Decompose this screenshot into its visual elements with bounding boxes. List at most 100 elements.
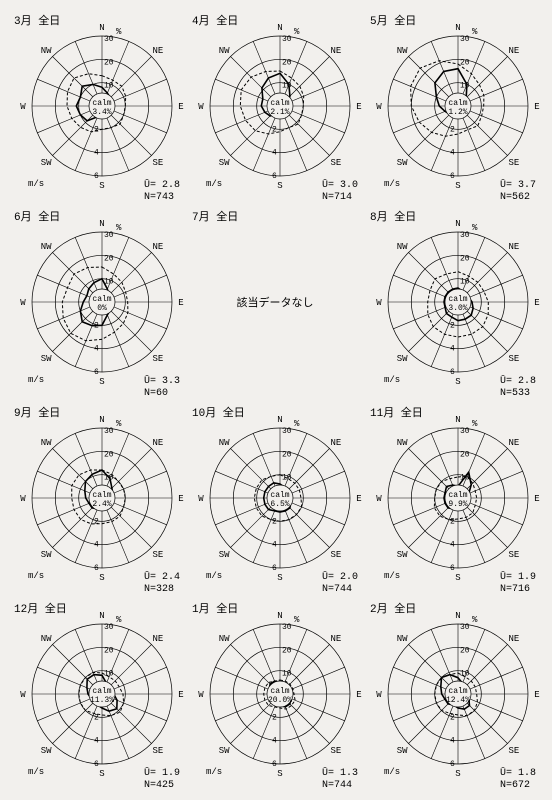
svg-text:4: 4 <box>272 541 277 550</box>
calm-value: 6.5% <box>270 500 289 509</box>
calm-value: 12.4% <box>446 696 470 705</box>
svg-text:S: S <box>277 181 282 190</box>
chart-cell: 9月 全日246102030NNEESESSWWNW%m/scalm2.4%Ū=… <box>8 400 186 596</box>
chart-cell: 12月 全日246102030NNEESESSWWNW%m/scalm11.3%… <box>8 596 186 792</box>
mean-speed-label: Ū= 2.8 <box>144 180 180 192</box>
svg-text:SE: SE <box>508 746 519 756</box>
chart-stats: Ū= 2.8N=533 <box>500 376 536 400</box>
svg-text:N: N <box>99 611 104 621</box>
svg-text:30: 30 <box>460 35 470 44</box>
svg-text:4: 4 <box>272 149 277 158</box>
svg-text:NE: NE <box>508 438 519 448</box>
svg-text:10: 10 <box>460 670 470 679</box>
svg-text:calm: calm <box>448 99 467 108</box>
windrose-plot: 246102030NNEESESSWWNW%m/scalm2.4% <box>18 414 186 582</box>
svg-text:NE: NE <box>330 634 341 644</box>
chart-cell: 11月 全日246102030NNEESESSWWNW%m/scalm9.9%Ū… <box>364 400 542 596</box>
chart-stats: Ū= 1.9N=425 <box>144 768 180 792</box>
svg-text:N: N <box>455 23 460 33</box>
windrose-plot: 246102030NNEESESSWWNW%m/scalm12.4% <box>374 610 542 778</box>
svg-text:calm: calm <box>270 491 289 500</box>
svg-text:W: W <box>20 298 26 308</box>
svg-text:30: 30 <box>104 231 114 240</box>
windrose-plot: 246102030NNEESESSWWNW%m/scalm20.0% <box>196 610 364 778</box>
svg-text:SW: SW <box>397 354 408 364</box>
svg-text:4: 4 <box>450 345 455 354</box>
windrose-plot: 246102030NNEESESSWWNW%m/scalm2.1% <box>196 22 364 190</box>
svg-text:20: 20 <box>460 58 470 67</box>
svg-text:4: 4 <box>94 345 99 354</box>
svg-text:NW: NW <box>397 438 408 448</box>
svg-text:10: 10 <box>104 82 114 91</box>
chart-cell: 6月 全日246102030NNEESESSWWNW%m/scalm0%Ū= 3… <box>8 204 186 400</box>
svg-text:W: W <box>376 690 382 700</box>
svg-text:E: E <box>178 298 183 308</box>
svg-text:30: 30 <box>282 427 292 436</box>
svg-text:30: 30 <box>460 427 470 436</box>
chart-cell: 7月 全日該当データなし <box>186 204 364 400</box>
svg-text:30: 30 <box>282 35 292 44</box>
svg-text:N: N <box>277 23 282 33</box>
svg-text:m/s: m/s <box>28 375 44 385</box>
svg-text:NW: NW <box>41 46 52 56</box>
svg-text:30: 30 <box>104 623 114 632</box>
svg-text:SE: SE <box>330 746 341 756</box>
svg-text:20: 20 <box>460 450 470 459</box>
svg-text:20: 20 <box>282 450 292 459</box>
svg-text:10: 10 <box>460 82 470 91</box>
svg-text:calm: calm <box>270 687 289 696</box>
chart-stats: Ū= 2.0N=744 <box>322 572 358 596</box>
svg-text:S: S <box>99 377 104 386</box>
svg-text:NE: NE <box>330 46 341 56</box>
no-data-label: 該当データなし <box>186 204 364 400</box>
svg-text:SE: SE <box>508 550 519 560</box>
svg-text:6: 6 <box>272 564 277 573</box>
svg-text:E: E <box>178 102 183 112</box>
svg-text:E: E <box>534 102 539 112</box>
chart-stats: Ū= 2.4N=328 <box>144 572 180 596</box>
svg-text:10: 10 <box>282 670 292 679</box>
svg-text:6: 6 <box>450 760 455 769</box>
svg-text:%: % <box>472 419 478 429</box>
windrose-plot: 246102030NNEESESSWWNW%m/scalm9.9% <box>374 414 542 582</box>
svg-text:E: E <box>356 494 361 504</box>
windrose-plot: 246102030NNEESESSWWNW%m/scalm11.3% <box>18 610 186 778</box>
svg-text:SE: SE <box>152 746 163 756</box>
chart-stats: Ū= 1.3N=744 <box>322 768 358 792</box>
svg-text:%: % <box>116 27 122 37</box>
mean-speed-label: Ū= 2.0 <box>322 572 358 584</box>
svg-text:calm: calm <box>270 99 289 108</box>
svg-text:30: 30 <box>104 35 114 44</box>
svg-text:m/s: m/s <box>28 179 44 189</box>
svg-text:SE: SE <box>330 158 341 168</box>
svg-text:%: % <box>116 615 122 625</box>
svg-text:S: S <box>99 769 104 778</box>
mean-speed-label: Ū= 2.4 <box>144 572 180 584</box>
mean-speed-label: Ū= 1.9 <box>500 572 536 584</box>
svg-text:W: W <box>376 102 382 112</box>
svg-text:W: W <box>198 494 204 504</box>
svg-text:%: % <box>116 419 122 429</box>
svg-text:%: % <box>472 27 478 37</box>
mean-speed-label: Ū= 1.9 <box>144 768 180 780</box>
calm-value: 11.3% <box>90 696 114 705</box>
svg-text:2: 2 <box>94 125 99 134</box>
sample-count-label: N=744 <box>322 780 358 792</box>
svg-text:SE: SE <box>508 158 519 168</box>
svg-text:SW: SW <box>41 550 52 560</box>
sample-count-label: N=533 <box>500 388 536 400</box>
chart-stats: Ū= 3.3N=60 <box>144 376 180 400</box>
chart-stats: Ū= 1.8N=672 <box>500 768 536 792</box>
svg-text:NE: NE <box>152 634 163 644</box>
svg-text:2: 2 <box>94 517 99 526</box>
svg-text:20: 20 <box>460 646 470 655</box>
svg-text:SW: SW <box>219 746 230 756</box>
mean-speed-label: Ū= 2.8 <box>500 376 536 388</box>
svg-text:6: 6 <box>450 368 455 377</box>
chart-cell: 5月 全日246102030NNEESESSWWNW%m/scalm1.2%Ū=… <box>364 8 542 204</box>
mean-speed-label: Ū= 1.3 <box>322 768 358 780</box>
svg-text:E: E <box>534 494 539 504</box>
svg-text:6: 6 <box>272 172 277 181</box>
svg-text:%: % <box>294 419 300 429</box>
calm-value: 2.4% <box>92 500 111 509</box>
